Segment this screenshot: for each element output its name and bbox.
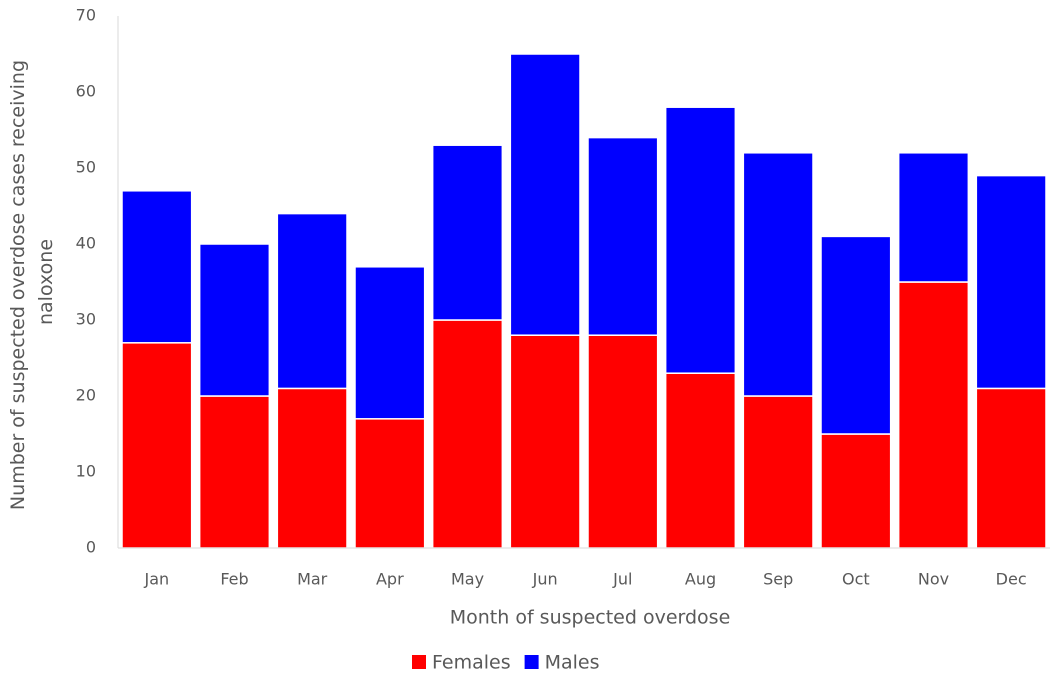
bar-segment <box>664 372 737 549</box>
bar-segment <box>354 266 426 420</box>
bar-segment <box>820 235 892 435</box>
bar-segment <box>354 418 426 549</box>
y-tick-label: 10 <box>76 462 96 481</box>
x-tick-label: Oct <box>842 570 870 589</box>
bar-segment <box>897 281 970 549</box>
bar-segment <box>431 319 504 549</box>
bar-segment <box>742 395 814 549</box>
y-tick-label: 60 <box>76 82 96 101</box>
bar-segment <box>587 136 659 336</box>
y-tick-label: 40 <box>76 234 96 253</box>
bar-segment <box>509 334 581 549</box>
x-tick-label: Jul <box>612 570 632 589</box>
x-tick-label: Dec <box>996 570 1027 589</box>
bar-segment <box>742 152 814 397</box>
x-tick-label: Mar <box>297 570 328 589</box>
legend-swatch <box>524 655 539 669</box>
bar-segment <box>820 433 892 549</box>
y-tick-label: 30 <box>76 310 96 329</box>
legend-label: Females <box>432 652 511 674</box>
bar-segment <box>897 152 970 283</box>
bar-segment <box>664 106 737 374</box>
bar-segment <box>198 395 271 549</box>
x-tick-label: May <box>451 570 484 589</box>
y-axis-title: Number of suspected overdose cases recei… <box>7 54 57 510</box>
bar-segment <box>975 174 1047 390</box>
x-tick-label: Jan <box>143 570 169 589</box>
bar-segment <box>121 190 193 344</box>
x-tick-label: Sep <box>763 570 793 589</box>
x-tick-label: Jun <box>532 570 558 589</box>
bar-segment <box>121 342 193 549</box>
x-tick-label: Apr <box>376 570 404 589</box>
legend-label: Males <box>545 652 600 674</box>
y-axis-title-line: Number of suspected overdose cases recei… <box>7 60 29 510</box>
bar-segment <box>509 53 581 336</box>
y-tick-label: 0 <box>86 538 96 557</box>
x-tick-label: Feb <box>220 570 248 589</box>
x-tick-label: Nov <box>918 570 949 589</box>
bar-segment <box>276 387 348 549</box>
y-tick-label: 70 <box>76 6 96 25</box>
x-tick-label: Aug <box>685 570 716 589</box>
y-axis-title-line: naloxone <box>35 239 57 325</box>
y-tick-label: 20 <box>76 386 96 405</box>
bar-segment <box>198 243 271 397</box>
bar-segment <box>587 334 659 549</box>
bar-segment <box>431 144 504 321</box>
bar-segment <box>975 387 1047 549</box>
legend-swatch <box>412 655 426 669</box>
y-tick-label: 50 <box>76 158 96 177</box>
x-axis-title: Month of suspected overdose <box>450 607 731 629</box>
bar-segment <box>276 212 348 390</box>
